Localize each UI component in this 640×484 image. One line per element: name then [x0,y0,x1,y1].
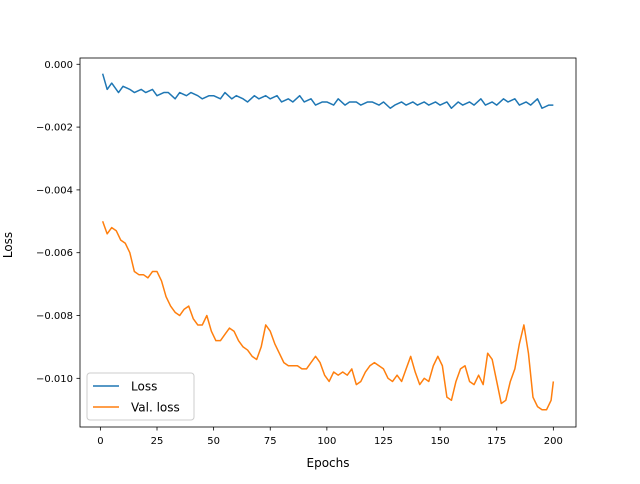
axes: 0 25 50 75 100 125 150 175 200 0.000 −0.002 −0.004 −… [36,57,577,447]
x-axis-label: Epochs [307,456,350,470]
x-tick-label: 125 [374,436,393,447]
x-tick-label: 50 [207,436,220,447]
x-tick-label: 0 [97,436,103,447]
y-tick-label: −0.010 [36,374,73,385]
legend-label-val-loss: Val. loss [131,401,180,415]
x-tick-label: 75 [264,436,277,447]
series-line-loss [101,73,554,109]
y-tick-label: −0.008 [36,311,73,322]
x-tick-label: 100 [317,436,336,447]
legend-box [86,372,195,421]
series-line-val-loss [101,221,555,411]
x-tick-label: 150 [431,436,450,447]
x-tick-label: 200 [544,436,563,447]
legend-label-loss: Loss [131,380,157,394]
x-tick-label: 25 [151,436,164,447]
x-tick-label: 175 [487,436,506,447]
y-tick-label: 0.000 [44,60,73,71]
y-tick-label: −0.002 [36,123,73,134]
y-axis-label: Loss [1,232,15,258]
y-tick-label: −0.004 [36,185,73,196]
y-tick-label: −0.006 [36,248,73,259]
legend: Loss Val. loss [86,372,195,421]
plot-frame [79,57,577,428]
plot-area [101,73,555,411]
